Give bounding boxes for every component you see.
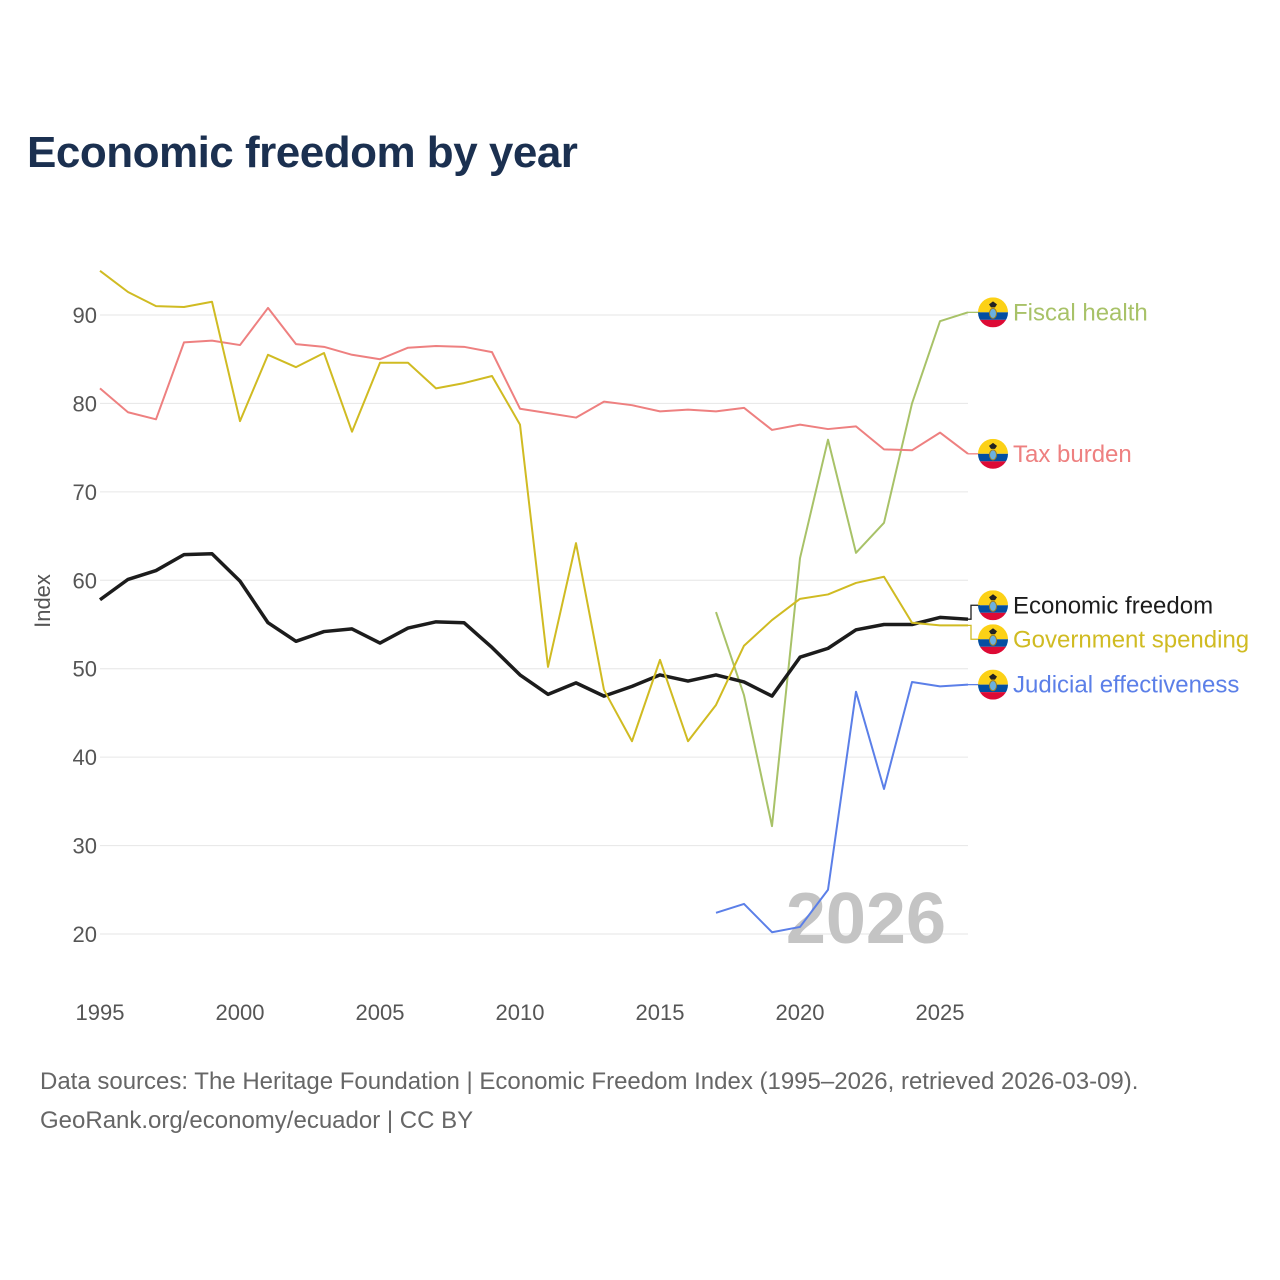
flag-red bbox=[978, 692, 1008, 700]
series-label-fiscal-health: Fiscal health bbox=[1013, 299, 1148, 326]
y-tick-label: 80 bbox=[73, 391, 97, 416]
y-axis-label: Index bbox=[30, 574, 55, 628]
y-tick-label: 30 bbox=[73, 834, 97, 859]
flag-emblem bbox=[989, 680, 997, 692]
x-tick-label: 2025 bbox=[916, 1000, 965, 1025]
flag-emblem bbox=[989, 600, 997, 612]
ecuador-flag-icon bbox=[978, 669, 1008, 700]
series-label-government-spending: Government spending bbox=[1013, 626, 1249, 653]
flag-emblem bbox=[989, 307, 997, 319]
x-tick-label: 1995 bbox=[76, 1000, 125, 1025]
label-connector bbox=[968, 604, 980, 620]
series-line-economic-freedom bbox=[98, 552, 969, 698]
footer-attribution: GeoRank.org/economy/ecuador | CC BY bbox=[40, 1107, 474, 1134]
flag-red bbox=[978, 461, 1008, 469]
flag-condor bbox=[989, 301, 997, 308]
y-tick-label: 50 bbox=[73, 657, 97, 682]
flag-emblem bbox=[989, 449, 997, 461]
series-label-judicial-effectiveness: Judicial effectiveness bbox=[1013, 672, 1239, 699]
ecuador-flag-icon bbox=[978, 297, 1008, 328]
x-tick-label: 2005 bbox=[356, 1000, 405, 1025]
x-tick-label: 2015 bbox=[636, 1000, 685, 1025]
footer-sources: Data sources: The Heritage Foundation | … bbox=[40, 1068, 1139, 1095]
series-label-economic-freedom: Economic freedom bbox=[1013, 592, 1213, 619]
series-line-fiscal-health bbox=[715, 311, 969, 828]
x-tick-label: 2010 bbox=[496, 1000, 545, 1025]
flag-condor bbox=[989, 594, 997, 601]
y-tick-label: 60 bbox=[73, 568, 97, 593]
y-tick-label: 20 bbox=[73, 922, 97, 947]
y-tick-label: 40 bbox=[73, 745, 97, 770]
flag-red bbox=[978, 646, 1008, 655]
year-watermark: 2026 bbox=[786, 879, 946, 959]
flag-red bbox=[978, 319, 1008, 328]
flag-condor bbox=[989, 628, 997, 635]
y-tick-label: 90 bbox=[73, 303, 97, 328]
flag-condor bbox=[989, 673, 997, 680]
flag-emblem bbox=[989, 634, 997, 646]
y-tick-label: 70 bbox=[73, 480, 97, 505]
series-line-tax-burden bbox=[99, 306, 969, 455]
chart-title: Economic freedom by year bbox=[27, 128, 578, 177]
ecuador-flag-icon bbox=[978, 438, 1008, 469]
flag-condor bbox=[989, 442, 997, 449]
x-tick-label: 2020 bbox=[776, 1000, 825, 1025]
ecuador-flag-icon bbox=[978, 624, 1008, 655]
label-connector bbox=[968, 624, 980, 640]
flag-red bbox=[978, 612, 1008, 621]
ecuador-flag-icon bbox=[978, 590, 1008, 621]
series-line-government-spending bbox=[99, 269, 968, 743]
series-label-tax-burden: Tax burden bbox=[1013, 441, 1132, 468]
series-line-judicial-effectiveness bbox=[715, 680, 969, 934]
x-tick-label: 2000 bbox=[216, 1000, 265, 1025]
